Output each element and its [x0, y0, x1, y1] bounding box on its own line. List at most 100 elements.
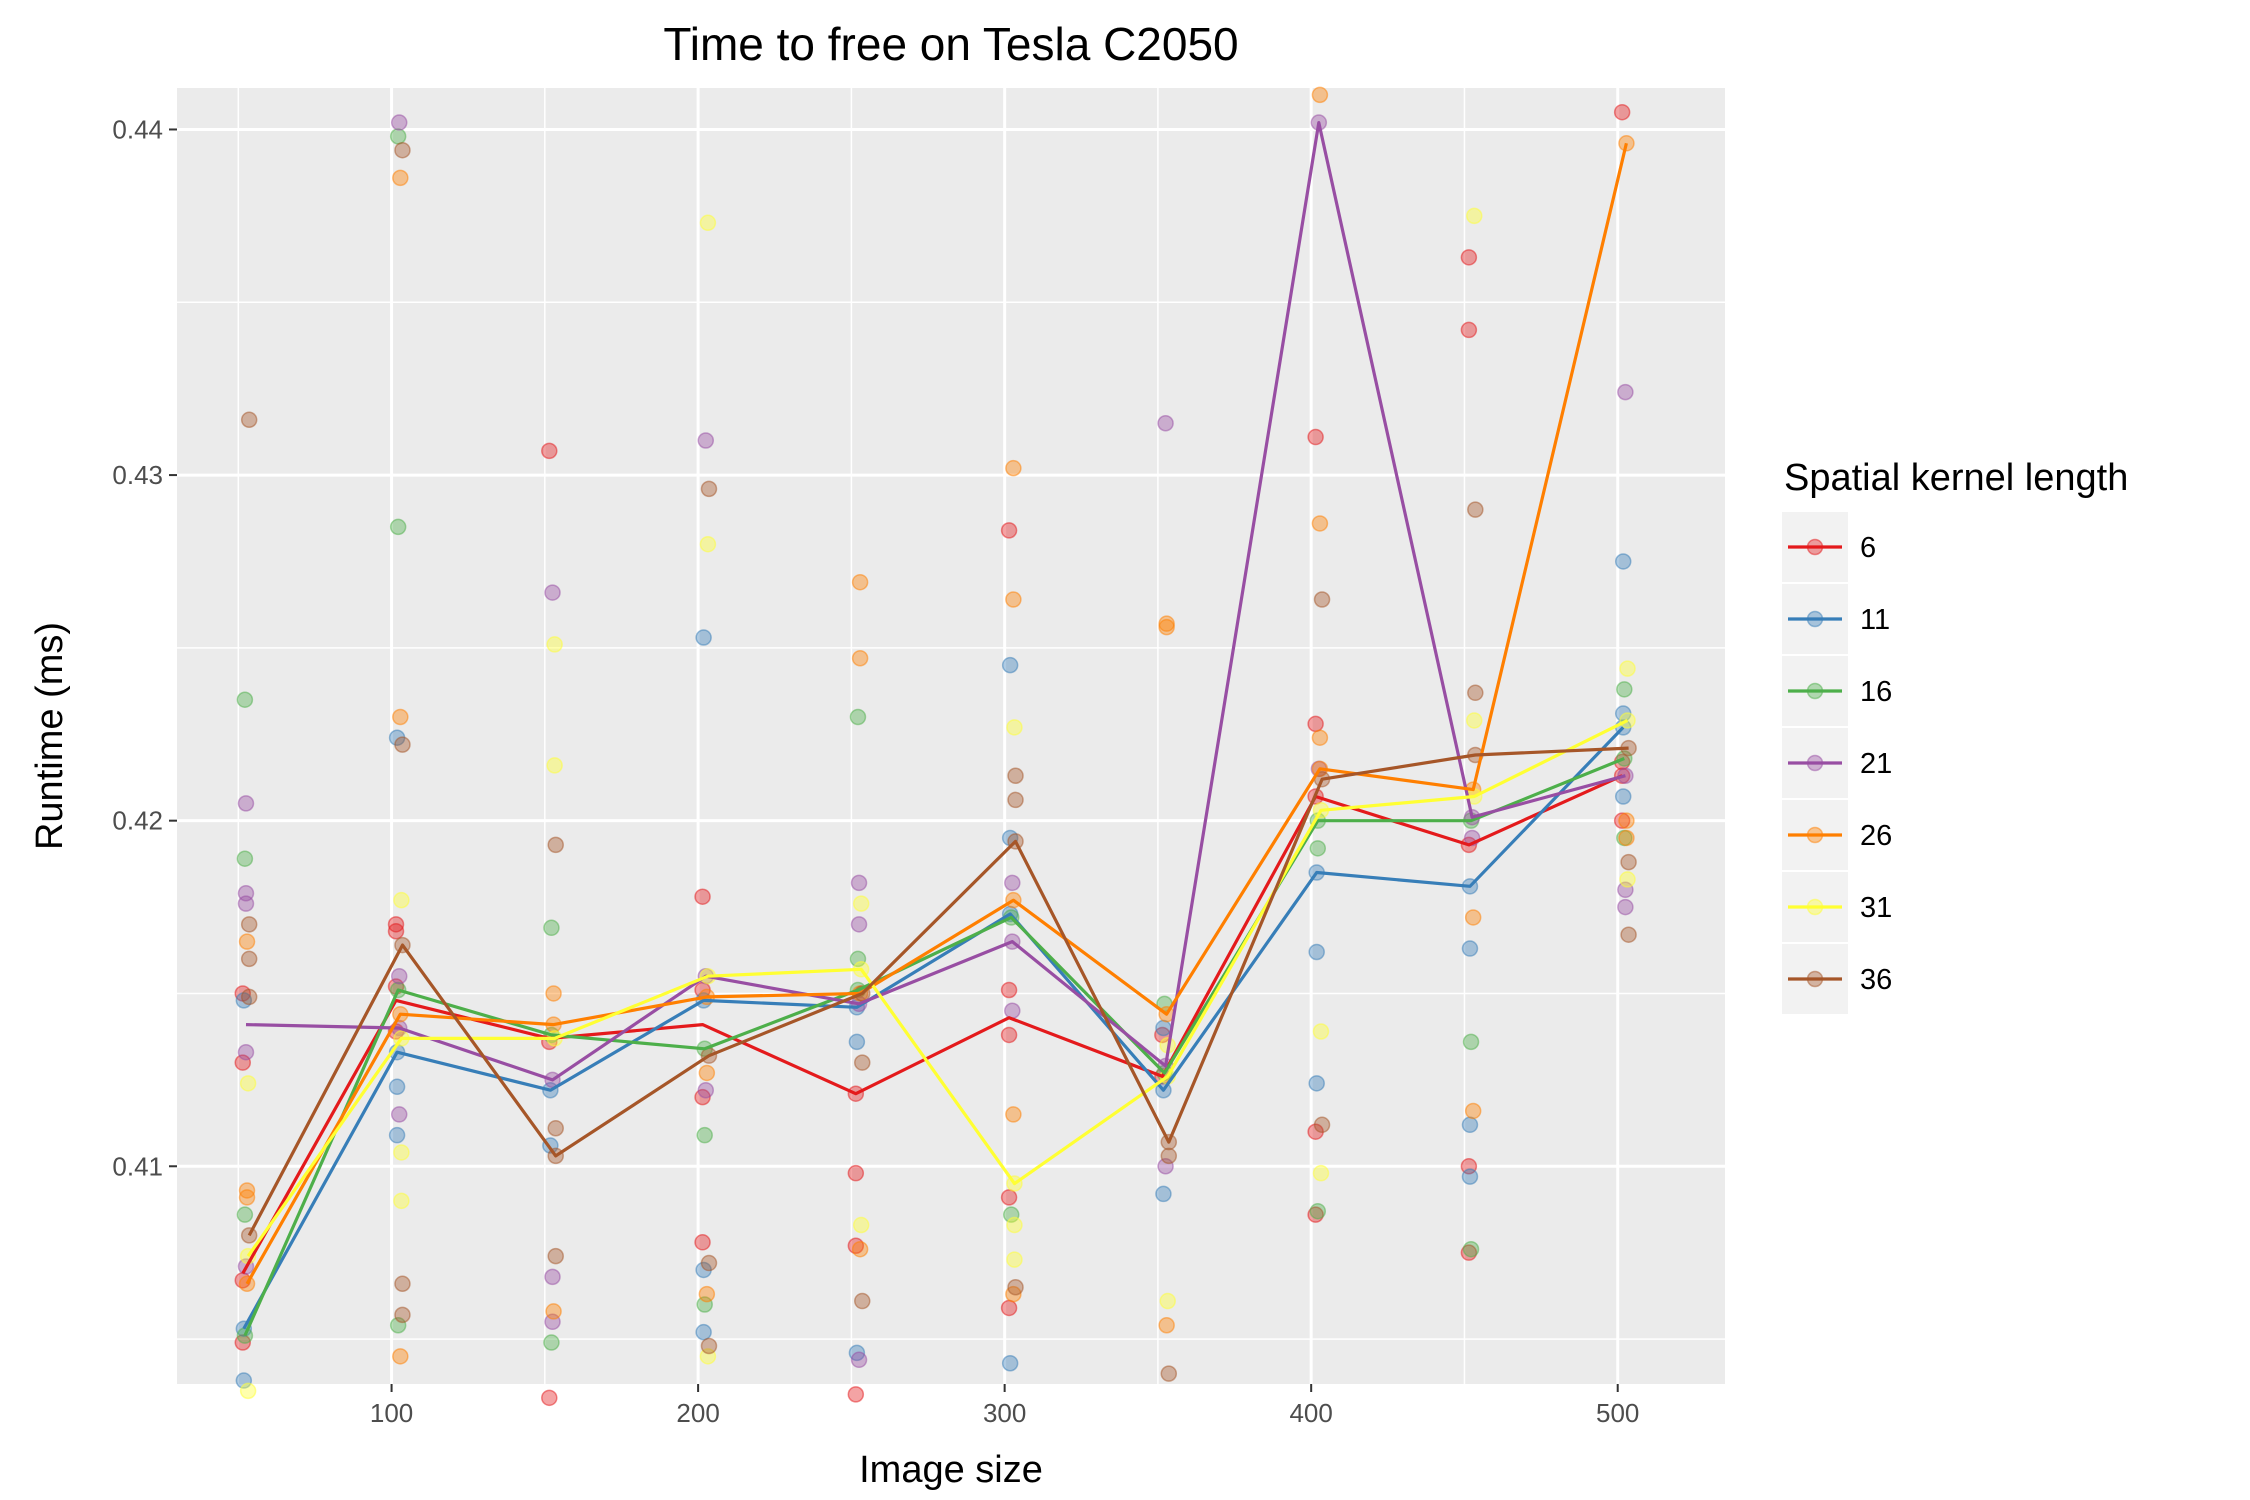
data-point [1617, 898, 1634, 916]
data-point [1000, 1026, 1018, 1044]
data-point [1461, 940, 1479, 957]
data-point [1157, 414, 1174, 432]
data-point [240, 950, 258, 968]
data-point [237, 1043, 255, 1061]
data-point [546, 636, 563, 653]
data-point [390, 1106, 408, 1123]
data-point [234, 1054, 252, 1071]
legend-key-point [1806, 538, 1824, 556]
data-point [240, 411, 258, 429]
legend-key-point [1806, 754, 1824, 772]
data-point [1462, 1240, 1480, 1258]
data-point [546, 757, 563, 774]
y-tick-label: 0.44 [112, 114, 163, 144]
data-point [1006, 1216, 1023, 1234]
data-point [393, 1144, 410, 1161]
legend-key-point [1806, 898, 1824, 916]
data-point [1000, 981, 1018, 999]
data-point [1158, 618, 1175, 636]
data-point [236, 691, 254, 708]
data-point [235, 1372, 253, 1389]
data-point [1007, 767, 1024, 784]
data-point [547, 1247, 564, 1265]
data-point [847, 1164, 865, 1182]
data-point [545, 985, 562, 1002]
data-point [1613, 812, 1631, 829]
data-point [547, 1120, 564, 1137]
data-point [850, 874, 868, 892]
data-point [236, 1206, 254, 1223]
x-tick-label: 400 [1289, 1398, 1332, 1428]
x-axis-title: Image size [859, 1449, 1043, 1491]
legend-label: 6 [1860, 532, 1876, 564]
data-point [700, 1337, 718, 1355]
data-point [387, 923, 405, 940]
data-point [1312, 1023, 1330, 1040]
data-point [1460, 321, 1478, 339]
legend-label: 21 [1860, 748, 1892, 780]
data-point [394, 141, 411, 159]
legend-label: 36 [1860, 964, 1892, 996]
data-point [854, 1292, 871, 1310]
data-point [1620, 926, 1637, 943]
data-point [851, 649, 869, 667]
data-point [1160, 1365, 1178, 1382]
data-point [1464, 909, 1482, 926]
data-point [697, 1081, 715, 1099]
data-point [847, 1386, 865, 1403]
data-point [1160, 1147, 1178, 1165]
data-point [1001, 656, 1019, 674]
legend-label: 26 [1860, 820, 1892, 852]
data-point [1001, 1355, 1019, 1372]
data-point [1312, 1164, 1330, 1182]
legend-label: 31 [1860, 892, 1892, 924]
legend-key-point [1806, 610, 1824, 628]
y-axis-ticks: 0.41 0.42 0.43 0.44 [112, 114, 177, 1181]
data-point [854, 1054, 871, 1071]
data-point [1461, 1168, 1479, 1185]
data-point [1619, 871, 1636, 888]
data-point [388, 1078, 406, 1096]
data-point [852, 1216, 870, 1234]
data-point [1618, 812, 1635, 829]
data-point [1466, 712, 1483, 729]
data-point [1614, 553, 1632, 570]
data-point [1157, 1158, 1174, 1175]
data-point [851, 1240, 869, 1258]
data-point [700, 480, 718, 498]
data-point [698, 1285, 716, 1303]
data-point [393, 1192, 410, 1210]
legend: 6 11 16 21 26 31 36 [1782, 512, 1892, 1014]
data-point [694, 888, 711, 905]
data-point [541, 442, 558, 460]
x-tick-label: 500 [1596, 1398, 1639, 1428]
data-point [544, 584, 561, 601]
series-line [242, 726, 1625, 1330]
data-point [1307, 715, 1324, 733]
data-point [389, 518, 407, 536]
data-point [700, 1254, 718, 1272]
data-point [238, 933, 256, 950]
plot-panel [177, 88, 1725, 1384]
series-lines [241, 120, 1629, 1337]
data-point [695, 1323, 712, 1341]
data-point [547, 836, 564, 854]
data-point [390, 967, 408, 985]
data-point [1159, 1292, 1176, 1310]
data-point [239, 1382, 257, 1400]
data-point [392, 169, 409, 187]
x-tick-label: 200 [676, 1398, 719, 1428]
data-point [851, 573, 869, 591]
data-point [1005, 591, 1022, 608]
data-point [695, 629, 712, 646]
data-point [393, 891, 410, 909]
data-point [1000, 1189, 1018, 1206]
data-point [236, 1327, 254, 1344]
data-point [848, 1033, 866, 1051]
data-point [699, 214, 717, 232]
data-point [392, 1348, 409, 1365]
data-point [1000, 522, 1018, 539]
data-point [394, 1306, 411, 1324]
y-tick-label: 0.42 [112, 806, 163, 836]
